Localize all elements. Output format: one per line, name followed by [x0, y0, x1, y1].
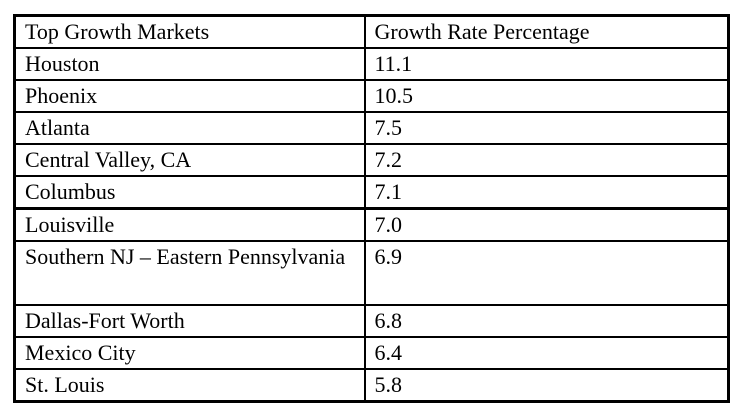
table-row: Mexico City 6.4 [13, 336, 730, 370]
column-header-market: Top Growth Markets [13, 14, 366, 49]
table-row: Phoenix 10.5 [13, 79, 730, 113]
table-row: St. Louis 5.8 [13, 368, 730, 403]
rate-cell: 7.1 [363, 175, 730, 210]
rate-cell: 11.1 [363, 47, 730, 81]
rate-cell: 6.8 [363, 304, 730, 338]
table-row: Columbus 7.1 [13, 175, 730, 210]
market-cell: Houston [13, 47, 366, 81]
market-cell: Louisville [13, 207, 366, 242]
market-cell: St. Louis [13, 368, 366, 403]
table-row: Houston 11.1 [13, 47, 730, 81]
table-row: Louisville 7.0 [13, 207, 730, 242]
rate-cell: 6.9 [363, 240, 730, 306]
header-row: Top Growth Markets Growth Rate Percentag… [13, 14, 730, 49]
market-cell: Atlanta [13, 111, 366, 145]
market-cell: Southern NJ – Eastern Pennsylvania [13, 240, 366, 306]
market-cell: Dallas-Fort Worth [13, 304, 366, 338]
table-row: Dallas-Fort Worth 6.8 [13, 304, 730, 338]
column-header-rate: Growth Rate Percentage [363, 14, 730, 49]
table-row: Southern NJ – Eastern Pennsylvania 6.9 [13, 240, 730, 306]
rate-cell: 10.5 [363, 79, 730, 113]
market-cell: Mexico City [13, 336, 366, 370]
market-cell: Central Valley, CA [13, 143, 366, 177]
market-cell: Columbus [13, 175, 366, 210]
table-row: Central Valley, CA 7.2 [13, 143, 730, 177]
rate-cell: 7.0 [363, 207, 730, 242]
table-row: Atlanta 7.5 [13, 111, 730, 145]
rate-cell: 7.5 [363, 111, 730, 145]
rate-cell: 7.2 [363, 143, 730, 177]
market-cell: Phoenix [13, 79, 366, 113]
rate-cell: 5.8 [363, 368, 730, 403]
rate-cell: 6.4 [363, 336, 730, 370]
growth-markets-table: Top Growth Markets Growth Rate Percentag… [13, 14, 730, 403]
